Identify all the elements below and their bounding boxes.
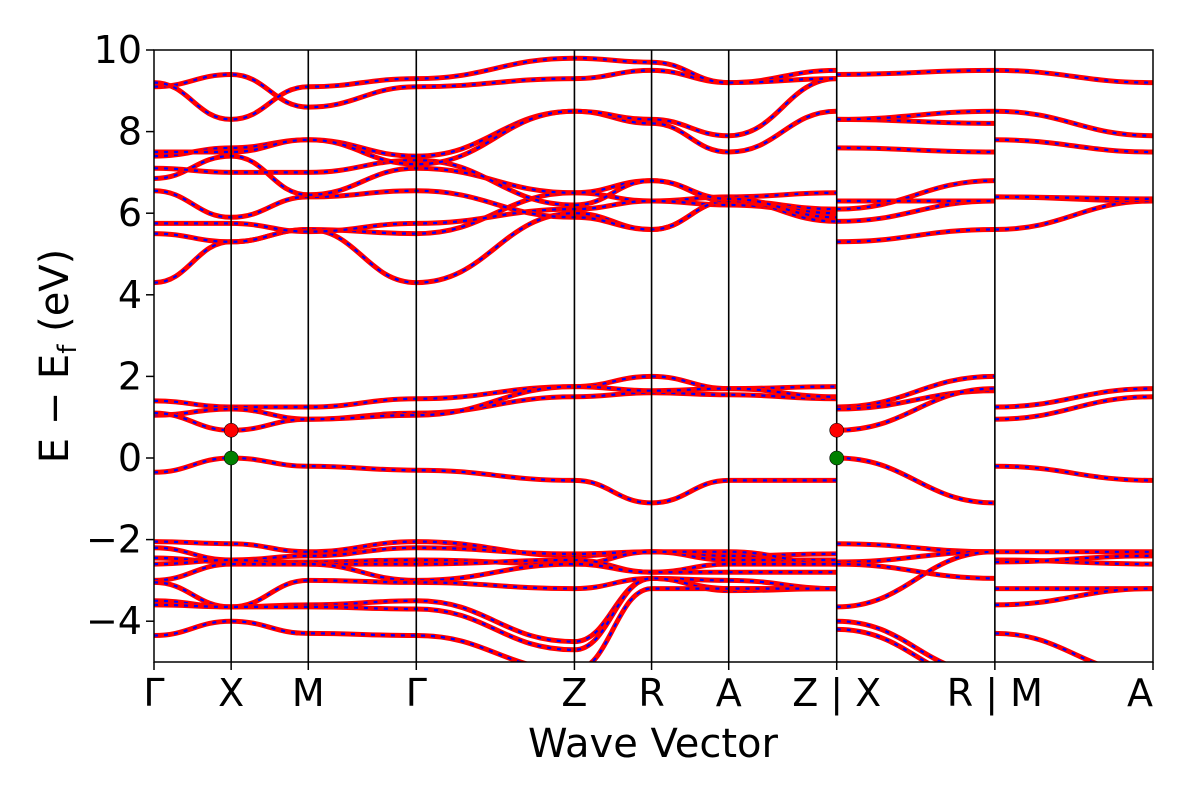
x-tick-label: Z | X	[792, 671, 881, 716]
band-lines	[154, 55, 1153, 662]
x-tick-label: M	[292, 671, 325, 715]
seg2-band-16-blue	[836, 620, 945, 662]
y-tick-label: 6	[118, 191, 142, 235]
seg1-band-8-red	[154, 67, 837, 110]
seg3-band-14-blue	[994, 632, 1096, 662]
seg3-band-8-red	[994, 463, 1153, 483]
marker-vbm-3	[829, 450, 845, 466]
x-tick-label: R | M	[947, 671, 1043, 716]
x-tick-label: Γ	[143, 671, 164, 715]
seg1-band-17-blue	[154, 558, 837, 574]
seg2-band-0-red	[836, 227, 995, 245]
seg3-band-7-blue	[994, 395, 1153, 421]
seg1-band-13-blue	[154, 456, 837, 505]
seg3-band-5-red	[994, 67, 1153, 86]
seg2-band-13-blue	[836, 550, 995, 564]
seg1-band-16-blue	[154, 550, 837, 566]
seg1-band-13-red	[154, 455, 837, 506]
seg1-band-9-red	[154, 55, 837, 122]
seg3-band-6-blue	[994, 387, 1153, 409]
seg3-band-5-blue	[994, 69, 1153, 84]
y-tick-label: −2	[86, 518, 142, 562]
y-axis-title-main: E − E	[32, 354, 78, 464]
seg3-band-3-red	[994, 137, 1153, 155]
seg2-band-14-red	[836, 561, 995, 581]
seg1-band-11-red	[154, 390, 837, 422]
k-point-lines	[230, 50, 996, 662]
seg2-band-15-blue	[836, 550, 995, 608]
seg1-band-2-blue	[154, 199, 837, 233]
seg2-band-10-blue	[836, 387, 995, 432]
seg3-band-4-blue	[994, 110, 1153, 137]
seg2-band-11-blue	[836, 456, 995, 504]
y-tick-label: 2	[118, 354, 142, 398]
seg1-band-19-blue	[154, 577, 837, 609]
seg2-band-17-blue	[836, 628, 929, 662]
x-tick-label: R	[638, 671, 664, 715]
y-tick-label: −4	[86, 599, 142, 643]
y-axis-title-sub: f	[53, 344, 83, 354]
seg3-band-11-blue	[994, 554, 1153, 564]
seg3-band-0-blue	[994, 199, 1153, 231]
y-axis-ticks: −4 −2 0 2 4 6 8 10	[86, 28, 154, 643]
seg2-band-0-blue	[836, 228, 995, 243]
seg3-band-2-blue	[994, 195, 1153, 200]
y-tick-label: 0	[118, 436, 142, 480]
seg2-band-4-blue	[836, 146, 995, 154]
marker-cbm-2	[829, 422, 845, 438]
y-tick-label: 8	[118, 110, 142, 154]
plot-frame	[153, 49, 1154, 663]
seg1-band-3-blue	[154, 189, 837, 231]
seg3-band-3-blue	[994, 138, 1153, 154]
seg2-band-1-blue	[836, 199, 995, 223]
x-axis-title: Wave Vector	[528, 721, 779, 767]
seg1-band-0-blue	[154, 199, 837, 284]
seg1-band-18-blue	[154, 562, 837, 582]
seg1-band-5-red	[154, 157, 837, 220]
seg2-band-1-red	[836, 198, 995, 224]
seg1-band-5-blue	[154, 159, 837, 219]
y-tick-label: 4	[118, 273, 142, 317]
seg1-band-22-red	[154, 586, 837, 662]
seg3-band-13-blue	[994, 587, 1153, 606]
marker-cbm-0	[223, 422, 239, 438]
x-tick-label: X	[218, 671, 244, 715]
seg2-band-12-blue	[836, 542, 995, 553]
band-edge-markers	[223, 422, 845, 466]
seg2-band-8-blue	[836, 375, 995, 409]
seg1-band-8-blue	[154, 69, 837, 109]
seg2-band-14-blue	[836, 563, 995, 580]
seg2-band-6-blue	[836, 110, 995, 121]
x-axis-ticks: Γ X M Γ Z R A Z | X R | M A	[143, 662, 1154, 716]
y-axis-title-unit: (eV)	[32, 249, 78, 345]
x-tick-label: A	[1127, 671, 1153, 715]
seg2-band-9-blue	[836, 389, 995, 411]
x-tick-label: Γ	[406, 671, 427, 715]
seg1-band-12-red	[154, 384, 837, 433]
seg2-band-7-blue	[836, 69, 995, 76]
x-tick-label: Z	[561, 671, 587, 715]
marker-vbm-1	[223, 450, 239, 466]
seg2-band-2-blue	[836, 179, 995, 211]
y-tick-label: 10	[94, 28, 142, 72]
x-tick-label: A	[716, 671, 742, 715]
seg3-band-8-blue	[994, 465, 1153, 482]
y-axis-title: E − Ef (eV)	[32, 249, 83, 464]
